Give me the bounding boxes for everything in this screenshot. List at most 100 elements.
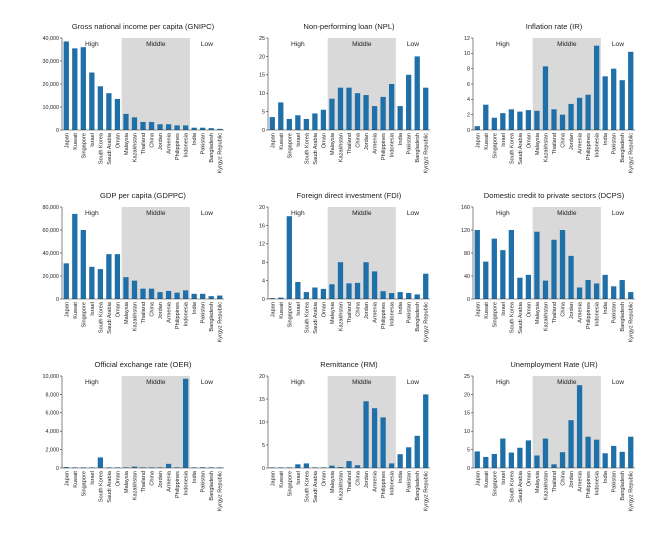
x-category-label: Singapore [287, 133, 293, 159]
x-category-label: Kyrgyz Republic [629, 302, 635, 343]
bar [208, 296, 214, 299]
bar [165, 463, 172, 468]
x-category-label: Armenia [373, 470, 379, 492]
group-label: High [85, 379, 99, 386]
bar [148, 288, 155, 299]
x-category-label: Singapore [287, 471, 293, 497]
y-tick-label: 10 [464, 51, 470, 57]
bar [371, 408, 378, 468]
x-category-label: Japan [475, 302, 481, 317]
x-category-label: Thailand [141, 302, 147, 323]
x-category-label: Israel [296, 302, 302, 316]
x-category-label: Indonesia [595, 470, 601, 495]
bar [491, 454, 497, 468]
x-category-label: Kazakhstan [543, 471, 549, 500]
bar [346, 283, 352, 299]
bar [525, 110, 532, 130]
bar [312, 287, 318, 299]
x-category-label: Bangladesh [209, 133, 215, 163]
bar [423, 394, 429, 468]
x-category-label: Pakistan [201, 471, 207, 492]
y-tick-label: 20 [259, 54, 265, 60]
bar [483, 456, 489, 468]
bar [525, 274, 532, 299]
bar [406, 74, 412, 130]
x-category-label: China [150, 132, 156, 148]
bar [508, 109, 515, 130]
x-category-label: Malaysia [330, 132, 336, 155]
x-category-label: China [356, 132, 362, 148]
group-label: Low [407, 379, 419, 386]
bar [517, 447, 523, 468]
x-category-label: Pakistan [407, 133, 413, 154]
x-category-label: Philippines [175, 133, 181, 160]
x-category-label: China [150, 301, 156, 317]
group-label: Low [201, 379, 213, 386]
chart-panel-npl: Non-performing loan (NPL) High Middle Low 0 5… [220, 20, 436, 197]
bar [123, 277, 129, 299]
bar [80, 230, 86, 299]
x-category-label: Singapore [81, 133, 87, 159]
bar [217, 295, 223, 299]
x-category-label: Israel [296, 471, 302, 485]
bar [329, 465, 335, 468]
x-category-label: India [398, 301, 404, 314]
x-category-label: Japan [270, 133, 276, 148]
chart-title: Remittance (RM) [320, 360, 378, 369]
bar [585, 280, 591, 299]
x-category-label: Kuwait [73, 133, 79, 150]
bar [602, 274, 608, 299]
x-category-label: Thailand [347, 302, 353, 323]
group-label: Low [612, 41, 624, 48]
bar [182, 378, 189, 468]
x-category-label: Saudi Arabia [518, 470, 524, 503]
bar [508, 230, 515, 299]
bar [500, 438, 506, 468]
x-category-label: Philippines [381, 471, 387, 498]
x-category-label: Kuwait [484, 302, 490, 319]
x-category-label: Israel [90, 471, 96, 485]
x-category-label: South Korea [304, 301, 310, 333]
bar [337, 262, 344, 299]
bar [585, 436, 591, 468]
x-category-label: Armenia [578, 470, 584, 492]
y-tick-label: 20 [259, 205, 265, 211]
chart-title: Unemployment Rate (UR) [510, 360, 598, 369]
x-category-label: India [192, 470, 198, 483]
bar [346, 461, 352, 468]
bar [97, 269, 104, 299]
chart-panel-oer: Official exchange rate (OER) High Middle Lo… [14, 358, 230, 535]
bar [474, 451, 480, 468]
bar [346, 87, 352, 130]
chart-panel-rm: Remittance (RM) High Middle Low 0 5 10 15 20 Japa… [220, 358, 436, 535]
bar [286, 118, 292, 130]
x-category-label: Israel [501, 471, 507, 485]
y-tick-label: 20,000 [43, 274, 60, 280]
x-category-label: Thailand [552, 471, 558, 492]
x-category-label: Kuwait [279, 302, 285, 319]
x-category-label: China [561, 301, 567, 317]
y-tick-label: 12 [464, 36, 470, 42]
group-label: Middle [146, 379, 166, 386]
y-tick-label: 15 [464, 411, 470, 417]
y-tick-label: 8 [467, 67, 470, 73]
group-label: Middle [352, 379, 372, 386]
bar [157, 292, 163, 299]
bar [329, 284, 335, 299]
x-category-label: South Korea [509, 470, 515, 502]
bar [354, 93, 361, 130]
x-category-label: Kuwait [484, 133, 490, 150]
x-category-label: Japan [64, 302, 70, 317]
bar [106, 254, 112, 299]
x-category-label: Japan [64, 471, 70, 486]
bar [165, 124, 172, 130]
x-category-label: Jordan [569, 133, 575, 150]
bar [329, 98, 335, 130]
group-label: High [496, 210, 510, 217]
bar [602, 76, 608, 130]
x-category-label: Oman [526, 471, 532, 486]
y-tick-label: 4 [262, 279, 265, 285]
bar [380, 291, 386, 299]
bar [200, 127, 206, 130]
bar [500, 113, 506, 130]
